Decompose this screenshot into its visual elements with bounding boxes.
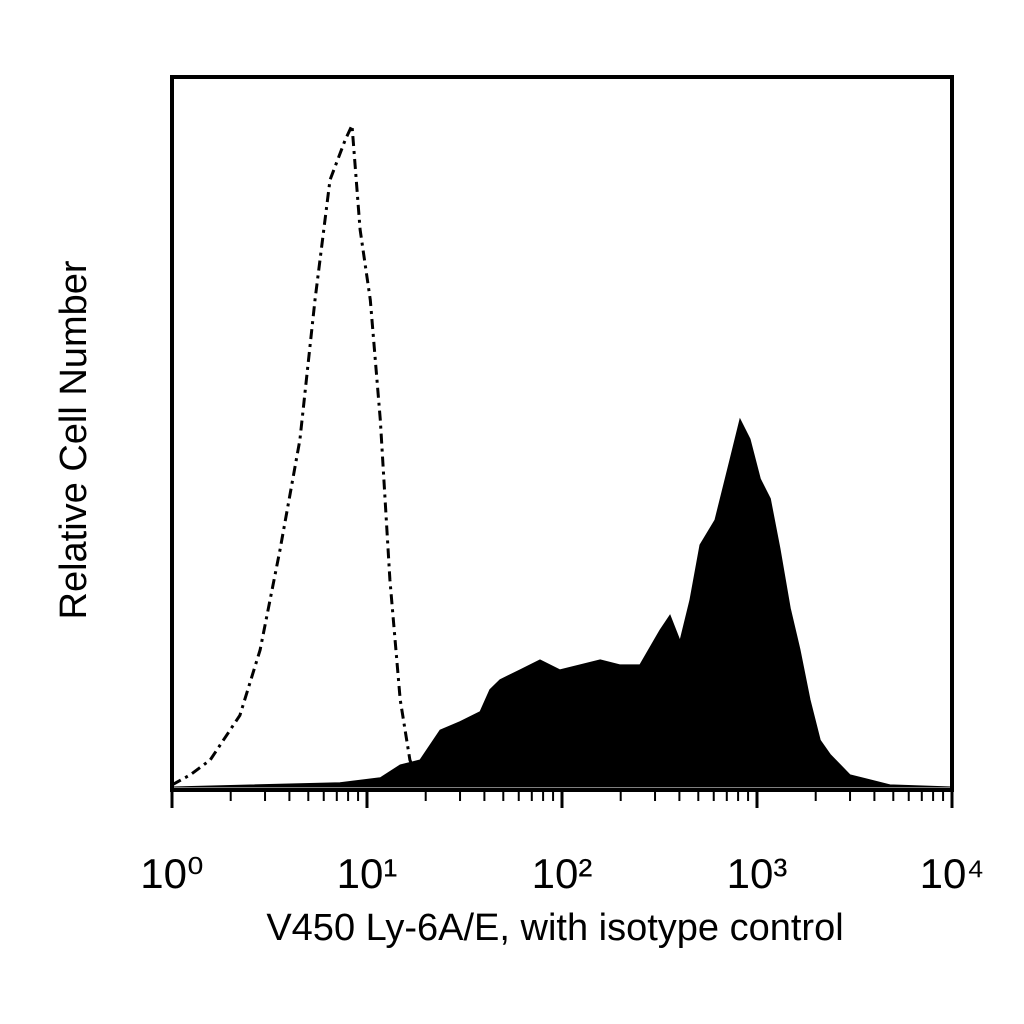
y-axis-label: Relative Cell Number xyxy=(53,260,95,619)
x-tick-label: 10² xyxy=(532,850,593,897)
histogram-line xyxy=(171,119,422,787)
x-tick-label: 10⁰ xyxy=(140,850,204,897)
x-tick-label: 10³ xyxy=(727,850,788,897)
x-axis-label: V450 Ly-6A/E, with isotype control xyxy=(266,907,843,949)
x-tick-label: 10¹ xyxy=(337,850,398,897)
x-tick-label: 10⁴ xyxy=(920,850,985,897)
histogram-area xyxy=(171,417,953,788)
